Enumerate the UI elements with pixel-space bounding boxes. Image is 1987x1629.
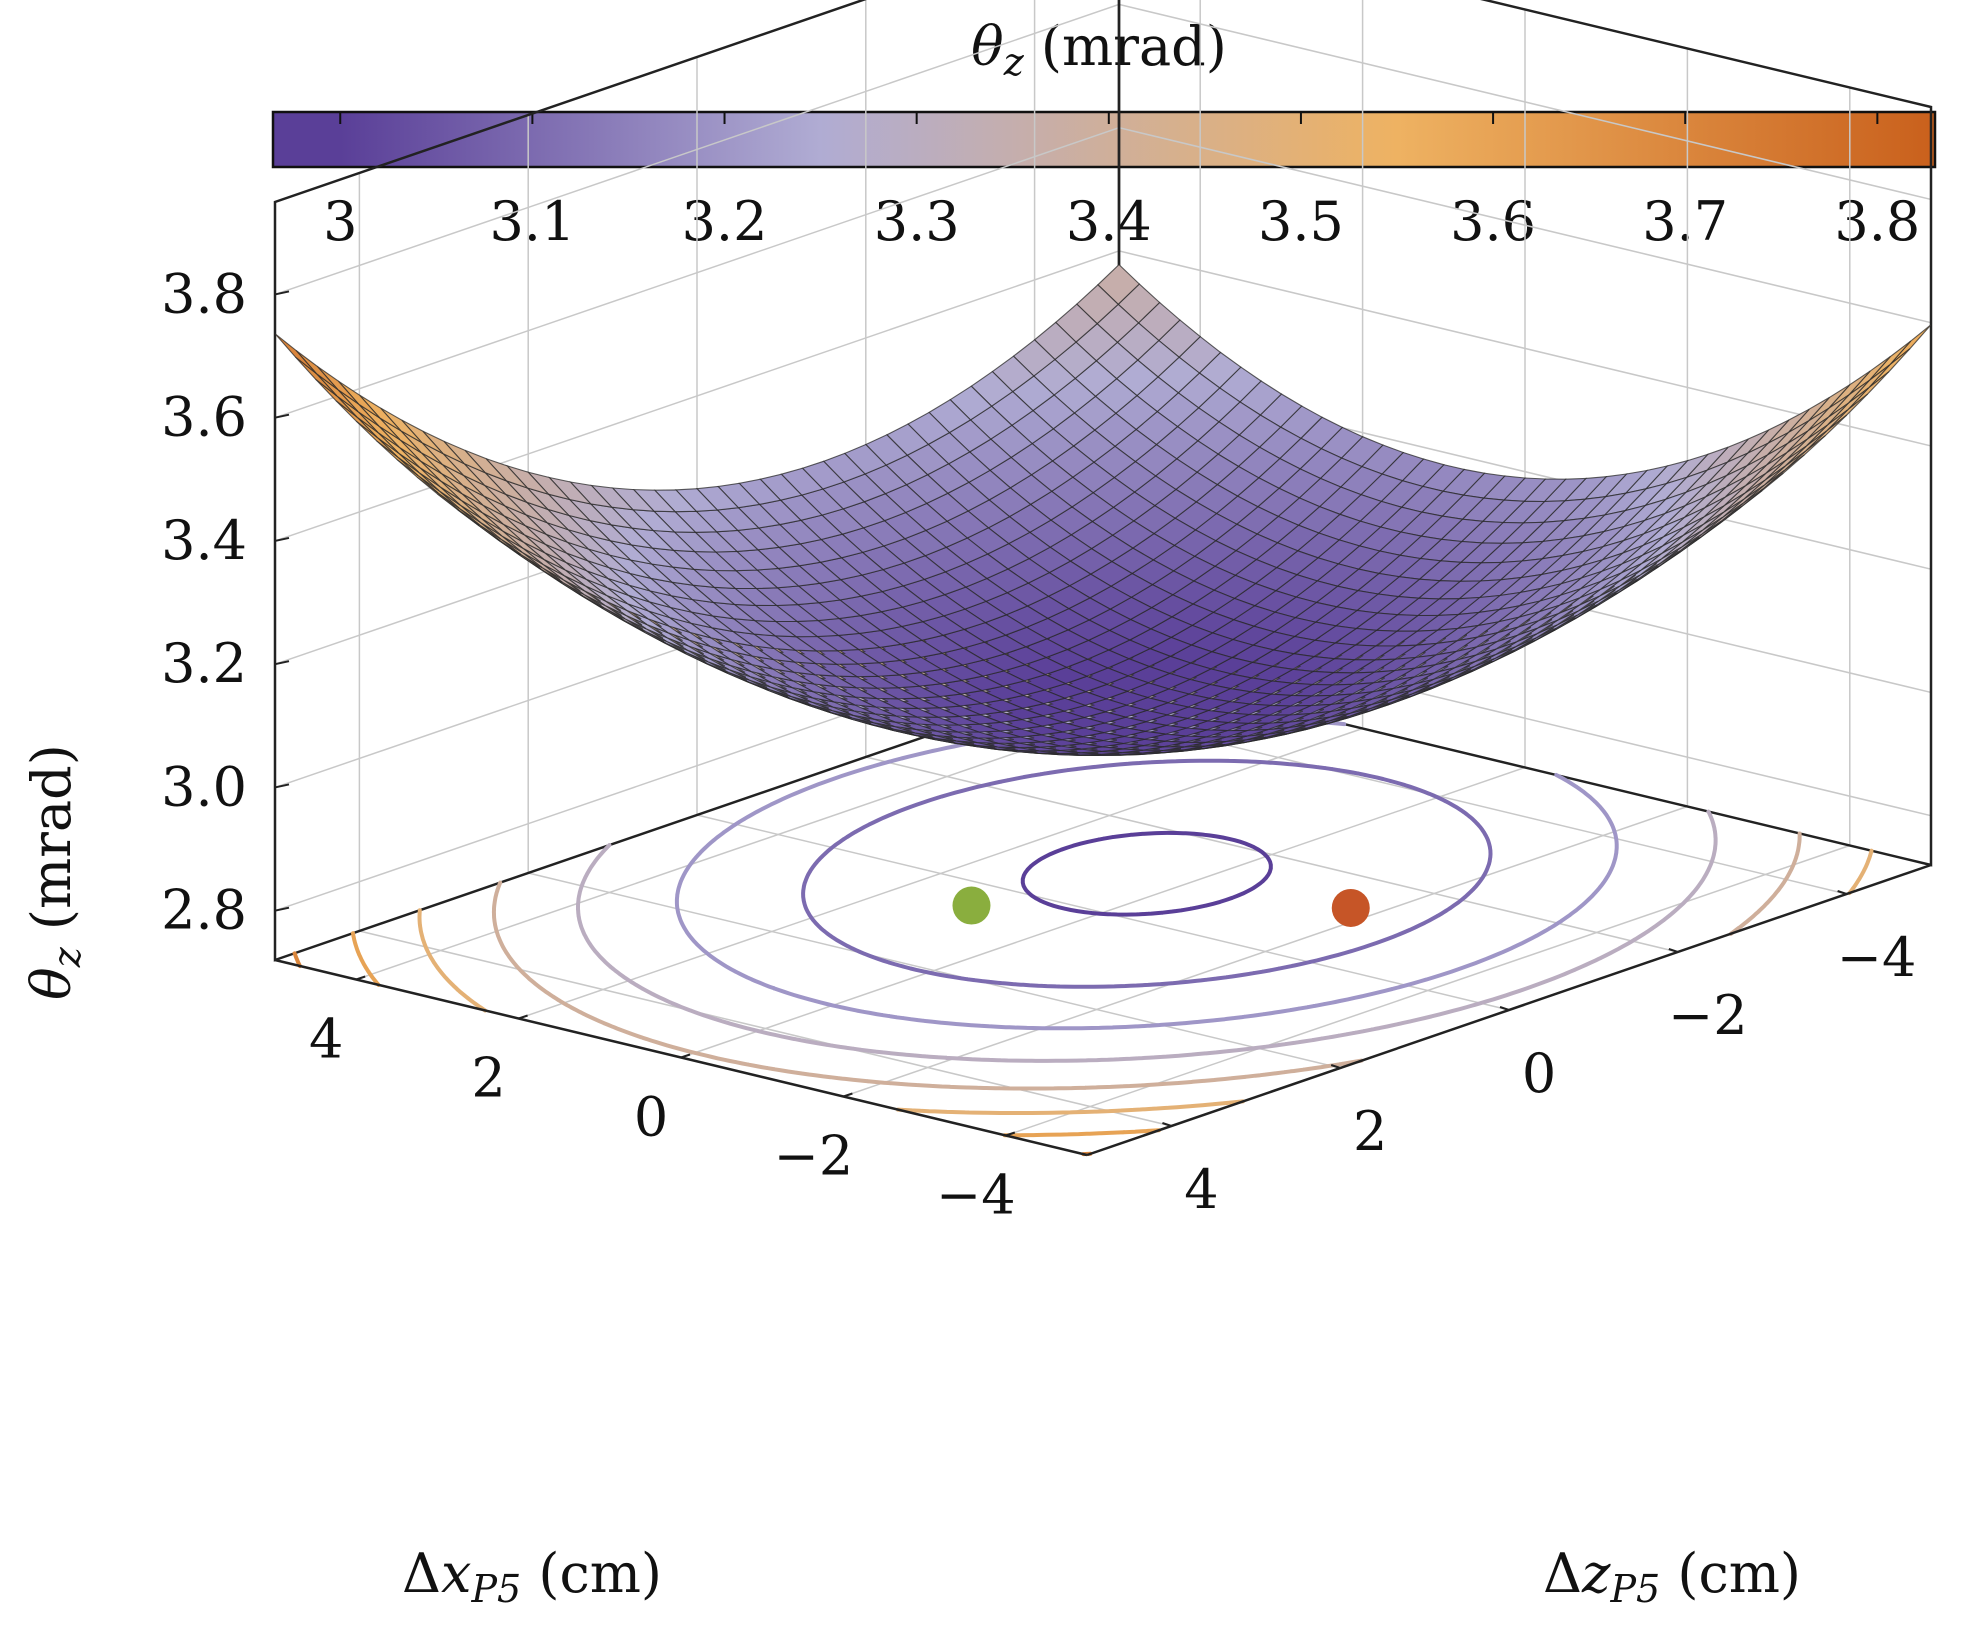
z-tick-label: 2 <box>1353 1100 1387 1163</box>
z-tick-mark <box>1162 1122 1172 1127</box>
colorbar-tick-label: 3.5 <box>1258 190 1344 253</box>
vertical-tick-label: 2.8 <box>161 879 247 942</box>
vertical-tick-mark <box>274 413 290 419</box>
surface-mesh <box>274 263 1932 757</box>
x-axis-label-var: x <box>441 1542 471 1605</box>
colorbar-title-sub: z <box>1003 40 1025 84</box>
contour-line <box>801 758 1493 989</box>
z-tick-mark <box>1499 1006 1510 1011</box>
vertical-tick-label: 3.2 <box>161 632 247 695</box>
vertical-axis-label: θz (mrad) <box>20 744 89 1000</box>
z-axis-label-unit: (cm) <box>1677 1542 1801 1605</box>
vertical-tick-mark <box>274 660 290 666</box>
z-axis-label: ΔzP5 (cm) <box>1543 1542 1801 1611</box>
x-tick-label: −2 <box>774 1125 854 1188</box>
colorbar-ticks: 3 3.1 3.2 3.3 3.4 3.5 3.6 3.7 3.8 <box>323 112 1920 253</box>
wall-border <box>273 0 1121 962</box>
contour-line <box>351 931 1161 1138</box>
vertical-tick-mark <box>274 783 290 789</box>
axis-ticks: 3.8 3.6 3.4 3.2 3.0 2.8 4 2 0 −2 −4 4 2 0 −2 −4 <box>161 262 1916 1226</box>
z-tick-label: 4 <box>1184 1158 1218 1221</box>
z-axis-label-sub: P5 <box>1609 1567 1660 1611</box>
colorbar-tick-label: 3.4 <box>1066 190 1152 253</box>
x-tick-label: 0 <box>634 1086 668 1149</box>
z-tick-mark <box>1837 890 1847 895</box>
data-points <box>952 886 1370 927</box>
contour-line <box>674 717 1619 1031</box>
contour-line <box>491 831 1802 1091</box>
floor-contours <box>292 685 1874 1157</box>
vertical-tick-label: 3.4 <box>161 509 247 572</box>
colorbar-tick-label: 3.6 <box>1450 190 1536 253</box>
floor-gridline <box>518 727 1363 1020</box>
colorbar-title: θz (mrad) <box>971 15 1227 84</box>
vertical-axis-label-unit: (mrad) <box>20 744 83 930</box>
z-tick-mark <box>1668 948 1679 953</box>
vertical-tick-label: 3.6 <box>161 386 247 449</box>
vertical-axis-label-sub: z <box>45 946 89 968</box>
wall-border <box>1117 0 1933 867</box>
colorbar-tick-label: 3.3 <box>874 190 960 253</box>
back-walls <box>273 0 1933 1137</box>
x-axis-label-prefix: Δ <box>402 1542 441 1605</box>
vertical-tick-label: 3.0 <box>161 755 247 818</box>
x-tick-mark <box>1005 1131 1016 1137</box>
x-tick-mark <box>680 1053 691 1059</box>
x-tick-label: 4 <box>309 1008 343 1071</box>
floor-gridline <box>528 872 1341 1069</box>
z-axis-label-prefix: Δ <box>1543 1542 1582 1605</box>
x-tick-mark <box>843 1092 853 1098</box>
x-axis-label-sub: P5 <box>470 1567 521 1611</box>
vertical-tick-label: 3.8 <box>161 262 247 325</box>
data-point-marker <box>1331 888 1370 927</box>
z-tick-label: −4 <box>1837 926 1917 989</box>
colorbar-tick-label: 3.8 <box>1834 190 1920 253</box>
colorbar-title-unit: (mrad) <box>1041 15 1227 78</box>
colorbar: θz (mrad) 3 3.1 3.2 3.3 3.4 3.5 3.6 3.7 3.8 <box>271 15 1937 253</box>
data-point-marker <box>952 886 991 925</box>
floor-gridline <box>359 930 1172 1127</box>
z-tick-label: −2 <box>1668 984 1748 1047</box>
colorbar-tick-label: 3.1 <box>489 190 575 253</box>
x-axis-label-unit: (cm) <box>538 1542 662 1605</box>
vertical-tick-mark <box>274 906 290 912</box>
colorbar-gradient <box>271 110 1937 169</box>
colorbar-tick-label: 3.7 <box>1642 190 1728 253</box>
contour-line <box>417 848 1874 1115</box>
surface-facet <box>295 350 338 390</box>
x-tick-mark <box>518 1014 528 1020</box>
x-tick-label: −4 <box>936 1164 1016 1227</box>
surface-facet <box>274 333 317 375</box>
z-tick-label: 0 <box>1522 1042 1556 1105</box>
vertical-tick-mark <box>274 536 290 542</box>
x-tick-mark <box>355 975 366 981</box>
x-tick-label: 2 <box>471 1047 505 1110</box>
contour-line <box>1020 830 1273 917</box>
colorbar-tick-label: 3 <box>323 190 357 253</box>
vertical-axis-label-var: θ <box>20 967 83 1000</box>
surface-facet <box>1868 340 1912 381</box>
surface-facet <box>1889 324 1932 366</box>
z-tick-mark <box>1330 1064 1341 1069</box>
x-axis-label: ΔxP5 (cm) <box>402 1542 662 1611</box>
colorbar-tick-label: 3.2 <box>682 190 768 253</box>
vertical-tick-mark <box>274 290 290 296</box>
z-axis-label-var: z <box>1581 1542 1611 1605</box>
